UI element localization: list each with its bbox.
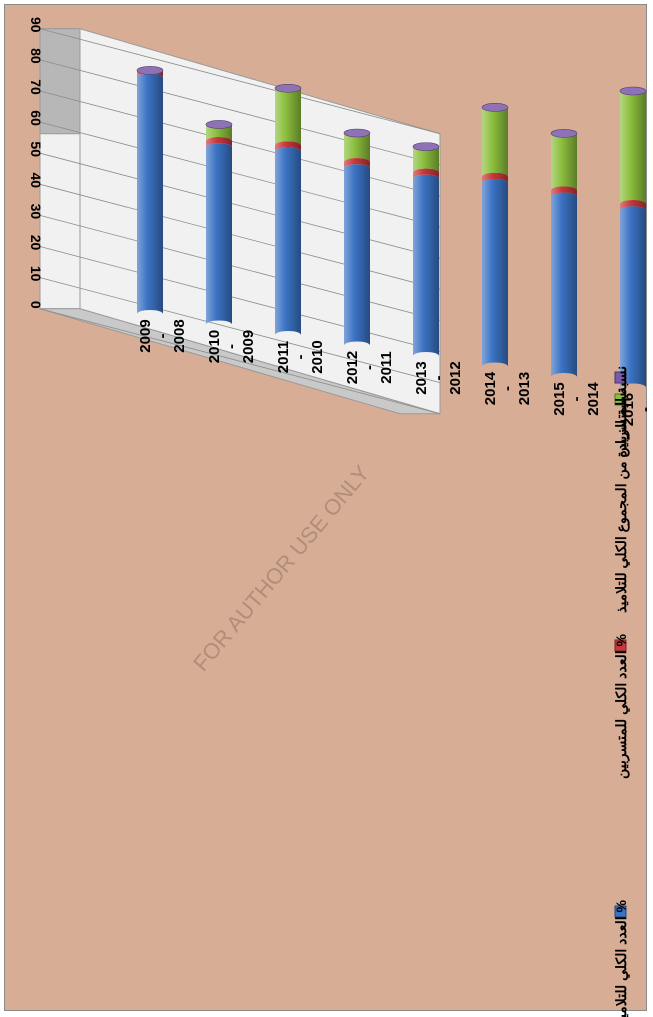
bar-cap-5 xyxy=(481,103,509,112)
bar-cap-2 xyxy=(274,83,302,93)
category-label-top: 2009 xyxy=(137,319,154,352)
value-tick-label: 40 xyxy=(28,173,44,189)
category-label-mid: - xyxy=(637,407,653,412)
gridline xyxy=(39,183,441,290)
category-label-mid: - xyxy=(568,397,585,402)
category-label-bottom: 2008 xyxy=(171,319,188,352)
bar-cap-0 xyxy=(136,66,164,75)
bar-cap-1 xyxy=(205,120,233,129)
legend-swatch-0 xyxy=(614,905,627,918)
bar-segment-7-0 xyxy=(620,206,646,388)
category-label-top: 2013 xyxy=(413,361,430,394)
bar-segment-5-0 xyxy=(482,178,508,367)
value-tick-label: 80 xyxy=(28,48,44,64)
category-label-mid: - xyxy=(223,344,240,349)
bar-segment-0-0 xyxy=(137,73,163,314)
legend-label-2: نسبة الزيادة xyxy=(613,388,630,458)
category-label-top: 2014 xyxy=(482,371,499,405)
category-label-mid: - xyxy=(154,334,171,339)
gridline xyxy=(39,90,441,197)
value-tick-label: 20 xyxy=(28,235,44,251)
category-label-bottom: 2014 xyxy=(585,382,602,416)
gridline xyxy=(39,121,441,228)
category-label-mid: - xyxy=(292,355,309,360)
value-tick-label: 70 xyxy=(28,79,44,95)
bar-segment-2-1 xyxy=(275,141,301,152)
gridline xyxy=(39,28,441,135)
bar-segment-4-0 xyxy=(413,174,439,356)
bars xyxy=(136,66,647,388)
bar-segment-1-0 xyxy=(206,143,232,325)
gridline xyxy=(39,277,441,384)
value-tick-label: 60 xyxy=(28,110,44,126)
bar-cap-4 xyxy=(412,142,440,151)
bar-segment-3-1 xyxy=(344,157,370,169)
bar-segment-2-0 xyxy=(275,147,301,335)
category-label-bottom: 2013 xyxy=(516,372,533,405)
category-label-bottom: 2012 xyxy=(447,361,464,394)
gridline xyxy=(39,215,441,321)
value-tick-label: 10 xyxy=(28,266,44,282)
category-label-bottom: 2011 xyxy=(378,351,395,384)
bar-segment-7-2 xyxy=(620,87,646,204)
bar-segment-3-2 xyxy=(344,129,370,162)
category-label-top: 2011 xyxy=(275,341,292,374)
bar-segment-3-0 xyxy=(344,164,370,346)
bar-cap-3 xyxy=(343,128,371,138)
bar-segment-4-2 xyxy=(413,143,439,173)
bar-segment-5-2 xyxy=(482,104,508,177)
category-label-mid: - xyxy=(430,376,447,381)
value-axis-ticks: 0 10 20 30 40 50 60 70 80 90 xyxy=(28,17,44,309)
bar-segment-6-0 xyxy=(551,192,577,377)
legend-swatch-3 xyxy=(614,371,627,384)
bar-segment-2-2 xyxy=(275,85,301,146)
value-tick-label: 0 xyxy=(28,301,44,309)
bar-cap-6 xyxy=(550,129,578,138)
category-label-bottom: 2009 xyxy=(240,330,257,363)
bar-segment-6-1 xyxy=(551,186,577,197)
legend: % العدد الكلي للتلاميذ % العدد الكلي للمت… xyxy=(613,366,630,1017)
bar-segment-1-1 xyxy=(206,136,232,148)
gridline xyxy=(39,246,441,352)
gridline xyxy=(39,308,441,415)
gridline xyxy=(39,59,441,166)
category-label-top: 2015 xyxy=(551,382,568,415)
category-label-bottom: 2010 xyxy=(309,340,326,373)
legend-swatch-1 xyxy=(614,639,627,652)
legend-label-0: % العدد الكلي للتلاميذ xyxy=(613,899,630,1017)
bar-segment-6-2 xyxy=(551,130,577,191)
bar-segment-7-1 xyxy=(620,199,646,211)
legend-label-1: % العدد الكلي للمتسربين xyxy=(613,633,630,779)
watermark-text: FOR AUTHOR USE ONLY xyxy=(188,460,374,675)
bar-cap-7 xyxy=(619,86,647,96)
legend-swatch-2 xyxy=(614,393,627,406)
legend-label-3: نسبة المتسربين من المجموع الكلي للتلاميذ xyxy=(613,366,630,613)
category-label-mid: - xyxy=(361,365,378,370)
category-label-mid: - xyxy=(499,386,516,391)
value-tick-label: 30 xyxy=(28,204,44,220)
value-tick-label: 50 xyxy=(28,141,44,157)
gridline xyxy=(39,152,441,259)
bar-segment-4-1 xyxy=(413,168,439,179)
value-tick-label: 90 xyxy=(28,17,44,33)
plot-wall xyxy=(39,28,85,135)
category-label-top: 2012 xyxy=(344,351,361,384)
bar-segment-5-1 xyxy=(482,172,508,183)
category-axis-labels: 2009-2008 2010-2009 2011-2010 2012-2011 2013… xyxy=(137,319,653,426)
category-label-top: 2010 xyxy=(206,330,223,363)
